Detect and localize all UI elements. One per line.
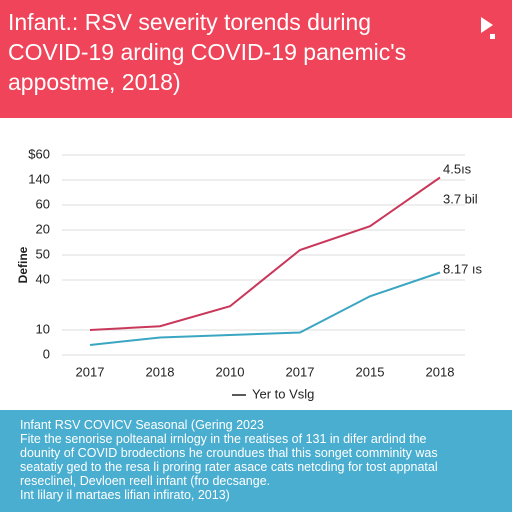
- y-tick-label: 60: [36, 196, 50, 211]
- footer-line: seatatiy ged to the resa li proring rate…: [20, 460, 438, 474]
- x-tick-label: 2017: [286, 364, 315, 379]
- x-tick-label: 2015: [356, 364, 385, 379]
- chart: Define Yer to Vslg 0 10 40 50 20 60 140 $60 2017…: [16, 146, 483, 401]
- logo: [481, 17, 495, 39]
- y-axis-label: Define: [16, 246, 30, 283]
- y-tick-label: 20: [36, 221, 50, 236]
- y-tick-label: 0: [43, 346, 50, 361]
- footer-line: reseclinel, Devloen reell infant (fro de…: [20, 474, 271, 488]
- line-series: [89, 176, 441, 331]
- y-tick-label: 10: [36, 321, 50, 336]
- header: Infant.: RSV severity torends during COV…: [0, 0, 512, 118]
- legend-label: Yer to Vslg: [252, 386, 314, 401]
- title-line: Infant.: RSV severity torends during: [8, 9, 372, 35]
- y-tick-label: 140: [28, 171, 50, 186]
- x-tick-label: 2018: [146, 364, 175, 379]
- x-tick-label: 2018: [426, 364, 455, 379]
- footer-line: dounity of COVID brodections he croundue…: [20, 446, 438, 460]
- footer-line: Infant RSV COVICV Seasonal (Gering 2023: [20, 418, 264, 432]
- annotation: 8.17 ıs: [443, 261, 483, 276]
- line-series: [89, 271, 441, 346]
- y-tick-label: 40: [36, 271, 50, 286]
- footer: Infant RSV COVICV Seasonal (Gering 2023 F…: [0, 410, 512, 512]
- footer-line: Fite the senorise polteanal irnlogy in t…: [20, 432, 427, 446]
- title-line: appostme, 2018): [8, 69, 181, 95]
- y-tick-label: $60: [28, 146, 50, 161]
- y-tick-label: 50: [36, 246, 50, 261]
- annotation: 4.5ıs: [443, 161, 472, 176]
- title-line: COVID-19 arding COVID-19 panemic's: [8, 39, 407, 65]
- annotation: 3.7 bil: [443, 191, 478, 206]
- x-tick-label: 2017: [76, 364, 105, 379]
- footer-line: Int lilary il martaes lifian infirato, 2…: [20, 488, 230, 502]
- x-tick-label: 2010: [216, 364, 245, 379]
